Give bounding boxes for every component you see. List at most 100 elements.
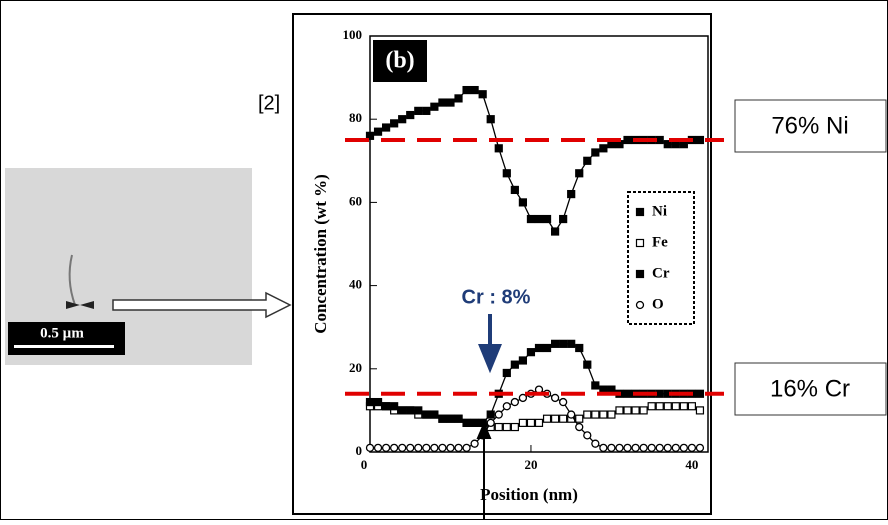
- x-tick-label: 20: [524, 457, 537, 472]
- point: [470, 85, 479, 95]
- point: [635, 238, 645, 248]
- point: [534, 418, 544, 427]
- point: [470, 439, 479, 448]
- point: [591, 439, 600, 448]
- point: [406, 406, 415, 415]
- point: [575, 343, 584, 353]
- point: [389, 443, 399, 452]
- point: [502, 169, 511, 178]
- point: [583, 431, 592, 440]
- point: [414, 406, 423, 415]
- point: [438, 443, 447, 452]
- point: [534, 343, 544, 353]
- point: [639, 406, 648, 415]
- point: [446, 98, 455, 107]
- point: [534, 214, 544, 224]
- point: [502, 422, 511, 432]
- scale-bar-box: [8, 322, 125, 355]
- point: [655, 135, 664, 145]
- point: [390, 119, 399, 128]
- cr-min-arrow: [478, 314, 502, 374]
- point: [454, 94, 463, 103]
- point: [663, 443, 672, 452]
- point: [550, 227, 560, 236]
- point: [510, 185, 519, 195]
- point: [462, 443, 471, 452]
- point: [510, 360, 519, 369]
- point: [607, 443, 616, 452]
- reference: [2]: [258, 92, 280, 114]
- point: [559, 414, 568, 423]
- point: [575, 169, 584, 178]
- point: [454, 414, 463, 423]
- ni-label-box: [734, 99, 887, 153]
- point: [583, 410, 592, 419]
- point: [635, 300, 645, 310]
- point: [365, 397, 375, 407]
- point: [607, 410, 616, 419]
- point: [623, 443, 632, 452]
- micrograph-marker: [66, 301, 94, 309]
- point: [414, 443, 423, 452]
- legend-label: O: [652, 296, 664, 312]
- point: [494, 144, 503, 153]
- chart-frame: [292, 13, 712, 515]
- point: [550, 414, 560, 423]
- legend-label: Fe: [652, 234, 668, 250]
- point: [510, 422, 519, 432]
- point: [599, 144, 608, 153]
- point: [623, 406, 632, 415]
- x-tick-label: 0: [361, 457, 368, 472]
- point: [663, 402, 672, 411]
- ni-label: 76% Ni: [771, 112, 848, 139]
- point: [470, 418, 479, 427]
- point: [655, 402, 664, 411]
- cr-label-box: [734, 362, 887, 416]
- point: [438, 414, 447, 423]
- point: [679, 402, 688, 411]
- point: [559, 339, 568, 348]
- point: [526, 348, 536, 357]
- panel-label: (b): [385, 48, 414, 74]
- point: [558, 397, 568, 407]
- point: [398, 443, 407, 452]
- y-tick-label: 100: [343, 27, 363, 42]
- point: [518, 393, 528, 403]
- point: [615, 406, 624, 415]
- point: [430, 410, 439, 419]
- point: [373, 127, 383, 136]
- point: [454, 443, 463, 452]
- point: [575, 422, 584, 432]
- point: [494, 422, 503, 432]
- point: [567, 339, 576, 348]
- point: [635, 269, 645, 279]
- point: [635, 207, 645, 217]
- point: [390, 402, 399, 411]
- point: [446, 443, 455, 452]
- micrograph-feature: [68, 254, 76, 306]
- point: [478, 90, 487, 99]
- point: [599, 410, 608, 419]
- y-tick-label: 60: [349, 193, 362, 208]
- point: [494, 410, 503, 419]
- point: [502, 402, 511, 411]
- point: [430, 102, 439, 111]
- point: [486, 115, 495, 124]
- cr-label: 16% Cr: [770, 375, 850, 402]
- y-tick-label: 80: [349, 110, 362, 125]
- point: [406, 443, 415, 452]
- hollow-arrow: [112, 291, 292, 319]
- point: [639, 443, 648, 452]
- point: [373, 397, 383, 407]
- point: [591, 148, 600, 157]
- point: [381, 443, 391, 452]
- point: [575, 414, 584, 423]
- point: [526, 418, 536, 427]
- point: [422, 106, 431, 115]
- point: [365, 131, 375, 140]
- point: [462, 85, 471, 95]
- point: [687, 443, 697, 452]
- point: [655, 389, 664, 398]
- point: [631, 406, 640, 415]
